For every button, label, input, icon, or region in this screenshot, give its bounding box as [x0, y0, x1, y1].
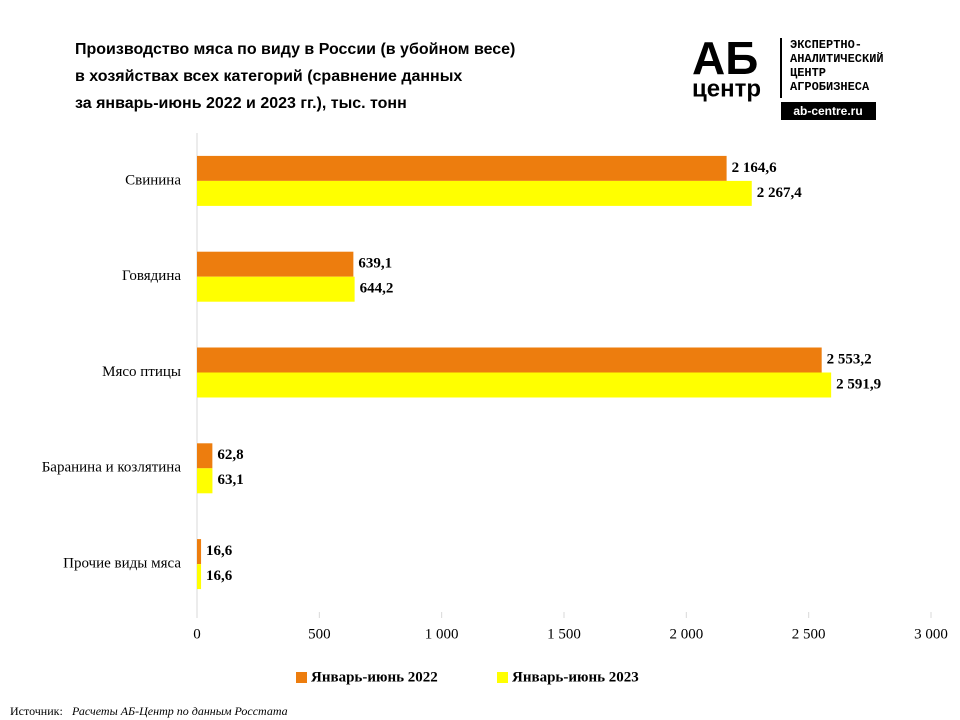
legend-label: Январь-июнь 2023 — [512, 669, 639, 685]
y-tick-label: Говядина — [122, 268, 181, 284]
logo-text: АНАЛИТИЧЕСКИЙ — [790, 51, 884, 66]
bar — [197, 372, 832, 398]
logo-url-box — [781, 102, 876, 120]
value-label: 63,1 — [217, 472, 243, 488]
x-tick-label: 1 500 — [547, 626, 581, 642]
y-tick-label: Баранина и козлятина — [42, 460, 182, 476]
value-label: 644,2 — [360, 281, 394, 297]
source-label: Источник: — [10, 704, 63, 718]
value-label: 62,8 — [217, 447, 243, 463]
bar — [197, 443, 213, 469]
logo-text: ЦЕНТР — [790, 66, 826, 80]
legend-swatch — [296, 672, 307, 683]
logo-url: ab-centre.ru — [793, 104, 862, 118]
y-tick-label: Свинина — [125, 172, 181, 188]
chart-title: за январь-июнь 2022 и 2023 гг.), тыс. то… — [75, 95, 407, 112]
y-tick-label: Мясо птицы — [102, 364, 181, 380]
bar — [197, 251, 354, 277]
value-label: 639,1 — [358, 256, 392, 272]
legend-swatch — [497, 672, 508, 683]
value-label: 16,6 — [206, 543, 233, 559]
bar — [197, 155, 727, 181]
x-tick-label: 3 000 — [914, 626, 948, 642]
x-tick-label: 2 500 — [792, 626, 826, 642]
chart-title: в хозяйствах всех категорий (сравнение д… — [75, 68, 462, 85]
y-tick-label: Прочие виды мяса — [63, 556, 181, 572]
bar — [197, 564, 202, 590]
logo-sub: центр — [692, 75, 761, 102]
bar — [197, 347, 822, 373]
bar — [197, 539, 202, 565]
value-label: 16,6 — [206, 568, 233, 584]
logo-text: АГРОБИЗНЕСА — [790, 80, 870, 94]
logo-mark: АБ — [692, 32, 758, 84]
value-label: 2 591,9 — [836, 376, 881, 392]
logo-text: ЭКСПЕРТНО- — [790, 38, 862, 52]
legend-label: Январь-июнь 2022 — [311, 669, 438, 685]
x-tick-label: 500 — [308, 626, 331, 642]
x-tick-label: 0 — [193, 626, 201, 642]
logo: АБ центр ЭКСПЕРТНО- АНАЛИТИЧЕСКИЙ ЦЕНТР … — [692, 32, 884, 120]
x-tick-label: 1 000 — [425, 626, 459, 642]
chart-title: Производство мяса по виду в России (в уб… — [75, 41, 515, 58]
value-label: 2 267,4 — [757, 185, 803, 201]
bar — [197, 180, 752, 206]
value-label: 2 553,2 — [827, 351, 872, 367]
x-tick-label: 2 000 — [669, 626, 703, 642]
value-label: 2 164,6 — [732, 160, 778, 176]
source-text: Расчеты АБ-Центр по данным Росстата — [71, 704, 288, 718]
bar — [197, 468, 213, 494]
bar — [197, 276, 355, 302]
